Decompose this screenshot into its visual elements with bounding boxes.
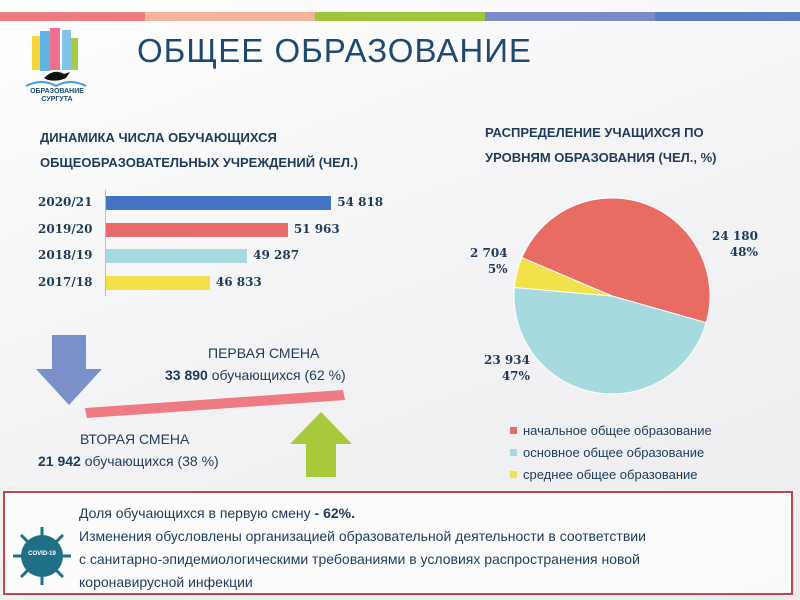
pie-slice — [513, 257, 613, 297]
pie-data-label: 23 934 47% — [484, 352, 530, 384]
shift-ratio-bar — [85, 390, 345, 418]
note-box: COVID-19 Доля обучающихся в первую смену… — [3, 491, 793, 595]
legend-item: среднее общее образование — [510, 467, 698, 482]
legend-label: основное общее образование — [523, 445, 705, 460]
second-shift-title: ВТОРАЯ СМЕНА — [80, 431, 190, 447]
arrow-up-icon — [290, 412, 352, 477]
stripe — [655, 12, 800, 21]
first-shift-info: 33 890 обучающихся (62 %) — [165, 367, 346, 383]
legend-swatch — [510, 471, 517, 478]
first-shift-text: обучающихся — [211, 367, 301, 383]
first-shift-title: ПЕРВАЯ СМЕНА — [208, 345, 320, 361]
second-shift-text: обучающихся — [84, 453, 174, 469]
second-shift-info: 21 942 обучающихся (38 %) — [38, 453, 219, 469]
stripe — [485, 12, 655, 21]
pie-value: 24 180 — [712, 229, 758, 243]
note-line2: Изменения обусловлены организацией образ… — [79, 528, 646, 544]
pie-chart — [513, 197, 711, 395]
bar — [106, 249, 248, 263]
bar-category-label: 2019/20 — [38, 221, 93, 236]
bar-value-label: 46 833 — [215, 274, 262, 289]
bar-category-label: 2018/19 — [38, 248, 93, 262]
stripe — [315, 12, 485, 21]
pie-percent: 48% — [729, 245, 758, 259]
legend-item: основное общее образование — [510, 445, 704, 460]
pie-data-label: 24 180 48% — [712, 228, 758, 260]
bar-chart-title-line2: ОБЩЕОБРАЗОВАТЕЛЬНЫХ УЧРЕЖДЕНИЙ (ЧЕЛ.) — [40, 155, 358, 170]
pie-slice — [513, 286, 707, 395]
first-shift-count: 33 890 — [165, 367, 208, 383]
note-line1-value: - 62%. — [314, 505, 355, 521]
bar — [106, 196, 332, 210]
pie-chart-title-line2: УРОВНЯМ ОБРАЗОВАНИЯ (ЧЕЛ., %) — [485, 150, 717, 165]
note-line3: с санитарно-эпидемиологическими требован… — [79, 551, 640, 567]
pie-percent: 47% — [501, 369, 530, 383]
bar-axis — [105, 190, 106, 296]
note-line4: коронавирусной инфекции — [79, 574, 253, 590]
note-line1: Доля обучающихся в первую смену — [79, 505, 311, 521]
stripe — [145, 12, 315, 21]
bar-chart-title: ДИНАМИКА ЧИСЛА ОБУЧАЮЩИХСЯ ОБЩЕОБРАЗОВАТ… — [40, 125, 358, 175]
legend-swatch — [510, 449, 517, 456]
legend-swatch — [510, 427, 517, 434]
bar-value-label: 51 963 — [293, 221, 340, 236]
pie-percent: 5% — [487, 262, 508, 276]
legend-item: начальное общее образование — [510, 423, 712, 438]
bar — [106, 275, 210, 290]
bar-chart-title-line1: ДИНАМИКА ЧИСЛА ОБУЧАЮЩИХСЯ — [40, 130, 277, 145]
bar-category-label: 2017/18 — [38, 274, 93, 289]
covid-icon-text: COVID-19 — [28, 551, 56, 557]
stripe — [0, 12, 145, 21]
bar-category-label: 2020/21 — [38, 195, 93, 209]
legend-label: среднее общее образование — [523, 467, 698, 482]
first-shift-pct: (62 %) — [304, 367, 346, 383]
pie-value: 23 934 — [484, 353, 530, 367]
legend-label: начальное общее образование — [523, 423, 712, 438]
covid-icon: COVID-19 — [11, 525, 73, 587]
second-shift-pct: (38 %) — [177, 453, 219, 469]
page-title: ОБЩЕЕ ОБРАЗОВАНИЕ — [137, 32, 532, 69]
bar-value-label: 54 818 — [337, 195, 384, 209]
second-shift-count: 21 942 — [38, 453, 81, 469]
pie-data-label: 2 704 5% — [470, 245, 508, 277]
note-text: Доля обучающихся в первую смену - 62%. И… — [79, 502, 646, 594]
bar — [106, 222, 288, 237]
pie-chart-title: РАСПРЕДЕЛЕНИЕ УЧАЩИХСЯ ПО УРОВНЯМ ОБРАЗО… — [485, 120, 717, 170]
arrow-down-icon — [36, 335, 102, 405]
logo: ОБРАЗОВАНИЕ СУРГУТА — [22, 26, 92, 104]
pie-value: 2 704 — [470, 246, 508, 260]
bar-value-label: 49 287 — [253, 248, 300, 262]
pie-chart-title-line1: РАСПРЕДЕЛЕНИЕ УЧАЩИХСЯ ПО — [485, 125, 704, 140]
logo-text: ОБРАЗОВАНИЕ СУРГУТА — [30, 88, 84, 103]
pie-slice — [521, 197, 711, 324]
